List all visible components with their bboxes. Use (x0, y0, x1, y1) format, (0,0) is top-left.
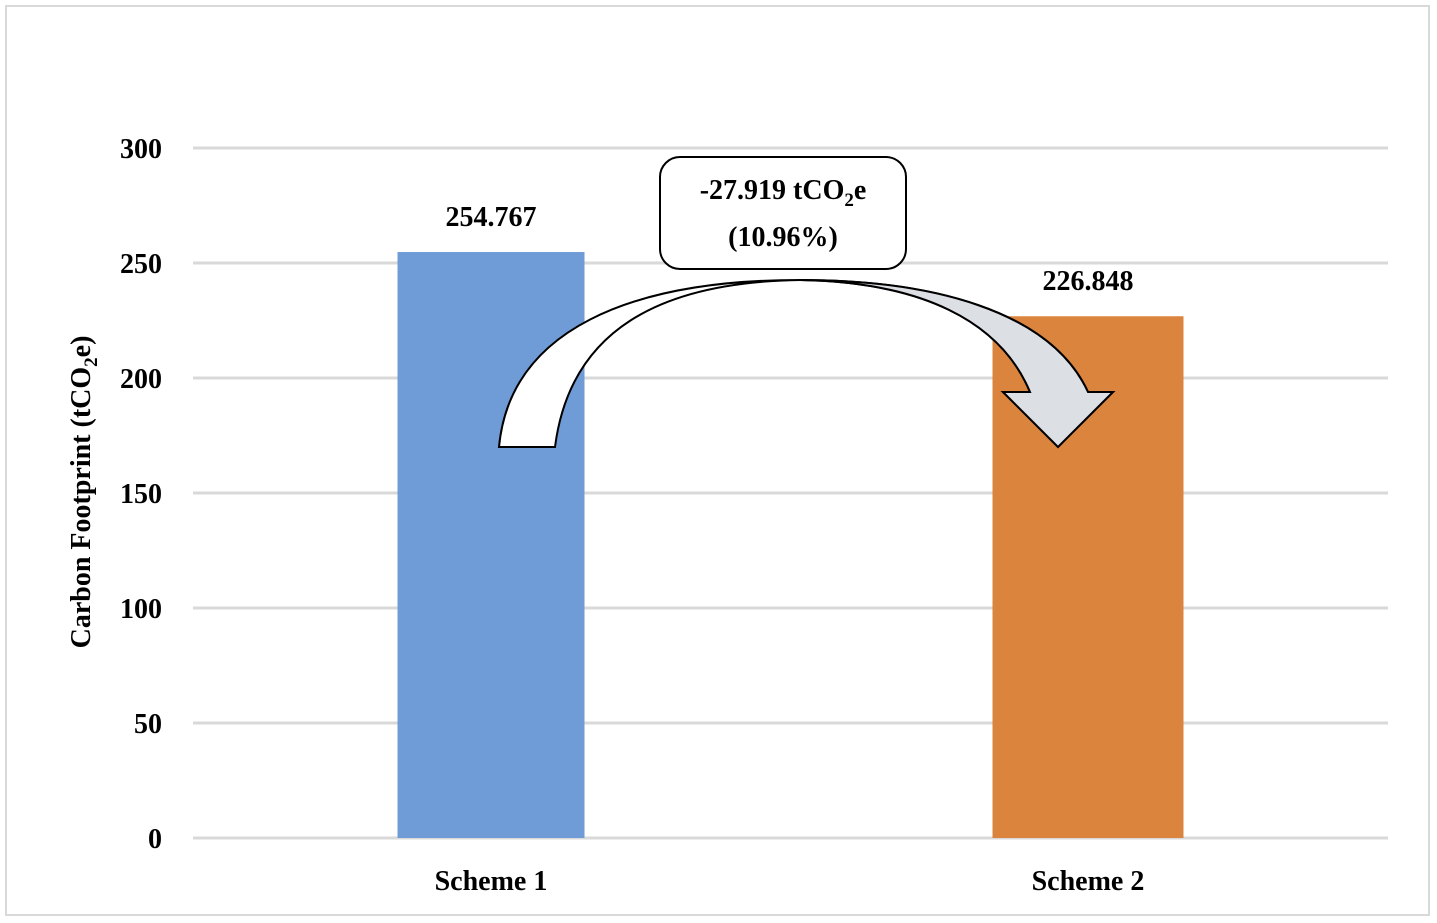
bars (397, 252, 1184, 839)
y-tick-label: 300 (120, 134, 162, 165)
annotation-line-1-subscript: 2 (844, 190, 854, 211)
annotation-line-1-post: e (854, 175, 866, 206)
annotation-line-1-pre: -27.919 tCO (700, 175, 845, 206)
y-tick-label: 200 (120, 364, 162, 395)
x-axis-categories: Scheme 1 Scheme 2 (435, 866, 1145, 897)
data-labels: 254.767 226.848 (446, 202, 1134, 297)
y-axis-label-post: e) (66, 336, 97, 358)
annotation-line-2: (10.96%) (728, 222, 838, 253)
curved-arrow-shade (799, 279, 1116, 449)
y-tick-label: 250 (120, 249, 162, 280)
y-axis-label-pre: Carbon Footprint (tCO (66, 367, 97, 649)
data-label-1: 254.767 (446, 202, 537, 233)
data-label-2: 226.848 (1043, 266, 1134, 297)
y-axis-label-subscript: 2 (81, 357, 102, 367)
annotation-box (659, 156, 907, 270)
category-label-2: Scheme 2 (1032, 866, 1145, 897)
y-tick-label: 50 (134, 709, 162, 740)
y-tick-label: 150 (120, 479, 162, 510)
y-tick-label: 100 (120, 594, 162, 625)
y-axis-label: Carbon Footprint (tCO2e) (66, 336, 102, 649)
category-label-1: Scheme 1 (435, 866, 548, 897)
annotation-line-1: -27.919 tCO2e (700, 175, 867, 211)
y-axis-ticks: 0 50 100 150 200 250 300 (120, 134, 162, 855)
y-tick-label: 0 (148, 824, 162, 855)
